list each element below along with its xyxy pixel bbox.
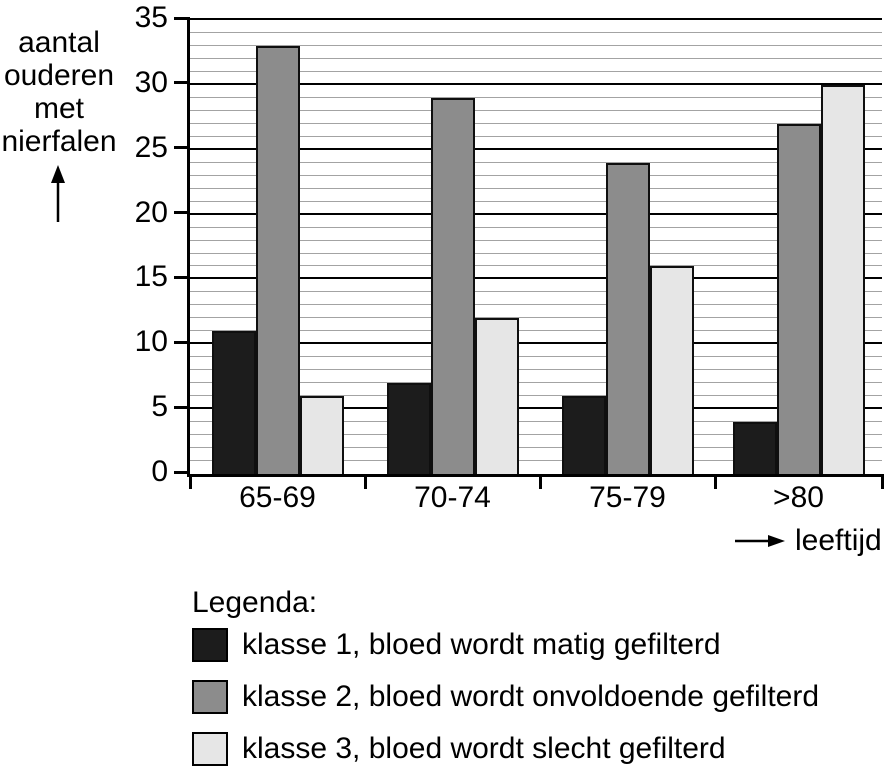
bar — [605, 162, 650, 474]
y-tick — [174, 81, 190, 85]
x-tick — [881, 474, 884, 489]
minor-gridline — [190, 369, 882, 371]
y-tick-label: 25 — [134, 130, 168, 164]
bar — [732, 422, 777, 474]
minor-gridline — [190, 330, 882, 332]
minor-gridline — [190, 421, 882, 423]
bar — [776, 123, 821, 474]
plot-area — [187, 18, 882, 477]
x-tick — [189, 474, 192, 489]
minor-gridline — [190, 291, 882, 293]
major-gridline — [190, 407, 882, 410]
x-axis-title: leeftijd — [735, 523, 882, 559]
minor-gridline — [190, 57, 882, 59]
y-tick — [174, 275, 190, 279]
minor-gridline — [190, 395, 882, 397]
major-gridline — [190, 342, 882, 345]
x-tick — [714, 474, 717, 489]
minor-gridline — [190, 460, 882, 462]
legend-item: klasse 1, bloed wordt matig gefilterd — [192, 628, 819, 662]
legend: Legenda: klasse 1, bloed wordt matig gef… — [192, 588, 819, 784]
legend-label: klasse 2, bloed wordt onvoldoende gefilt… — [242, 680, 820, 713]
y-tick — [174, 340, 190, 344]
minor-gridline — [190, 31, 882, 33]
y-tick-label: 30 — [134, 65, 168, 99]
minor-gridline — [190, 174, 882, 176]
y-tick — [174, 16, 190, 20]
minor-gridline — [190, 122, 882, 124]
x-axis-label: leeftijd — [795, 524, 882, 557]
minor-gridline — [190, 135, 882, 137]
legend-swatch — [192, 628, 228, 662]
minor-gridline — [190, 434, 882, 436]
minor-gridline — [190, 161, 882, 163]
y-axis-title-line: ouderen — [3, 59, 115, 92]
minor-gridline — [190, 317, 882, 319]
x-tick — [364, 474, 367, 489]
legend-label: klasse 1, bloed wordt matig gefilterd — [242, 628, 721, 661]
bar — [820, 84, 865, 474]
y-axis-title: aantal ouderen met nierfalen — [0, 26, 118, 158]
major-gridline — [190, 82, 882, 85]
legend-swatch — [192, 680, 228, 714]
y-tick — [174, 470, 190, 474]
y-axis-title-line: met — [33, 92, 84, 125]
minor-gridline — [190, 44, 882, 46]
minor-gridline — [190, 109, 882, 111]
minor-gridline — [190, 96, 882, 98]
bar — [386, 383, 431, 474]
bar-group — [715, 20, 882, 474]
y-tick — [174, 146, 190, 150]
y-tick-label: 5 — [151, 390, 168, 424]
major-gridline — [190, 277, 882, 280]
y-axis-title-line: nierfalen — [1, 125, 117, 158]
minor-gridline — [190, 252, 882, 254]
x-tick — [539, 474, 542, 489]
minor-gridline — [190, 70, 882, 72]
minor-gridline — [190, 304, 882, 306]
x-tick-label: >80 — [773, 481, 824, 514]
y-tick-label: 0 — [151, 455, 168, 488]
x-tick-label: 65-69 — [239, 481, 316, 514]
x-tick-label: 70-74 — [414, 481, 491, 514]
bar-group — [365, 20, 540, 474]
legend-item: klasse 3, bloed wordt slecht gefilterd — [192, 732, 819, 766]
y-axis-title-line: aantal — [18, 26, 100, 59]
major-gridline — [190, 212, 882, 215]
legend-swatch — [192, 732, 228, 766]
right-arrow-icon — [735, 535, 785, 547]
up-arrow-icon — [51, 165, 65, 222]
bar — [561, 396, 606, 474]
minor-gridline — [190, 382, 882, 384]
minor-gridline — [190, 356, 882, 358]
minor-gridline — [190, 265, 882, 267]
bar-group — [190, 20, 365, 474]
bar-group — [540, 20, 715, 474]
bar — [255, 45, 300, 474]
bar — [211, 331, 256, 474]
y-tick — [174, 405, 190, 409]
chart: aantal ouderen met nierfalen leeftijd Legen… — [0, 1, 884, 766]
legend-item: klasse 2, bloed wordt onvoldoende gefilt… — [192, 680, 819, 714]
legend-rows: klasse 1, bloed wordt matig gefilterd kla… — [192, 628, 819, 766]
legend-label: klasse 3, bloed wordt slecht gefilterd — [242, 732, 726, 765]
minor-gridline — [190, 200, 882, 202]
major-gridline — [190, 147, 882, 150]
minor-gridline — [190, 239, 882, 241]
bar — [649, 266, 694, 474]
legend-title: Legenda: — [192, 586, 318, 619]
y-tick-label: 20 — [134, 195, 168, 229]
y-tick-label: 10 — [134, 325, 168, 359]
minor-gridline — [190, 187, 882, 189]
y-tick — [174, 211, 190, 215]
y-tick-label: 35 — [134, 1, 168, 34]
x-tick-label: 75-79 — [589, 481, 666, 514]
minor-gridline — [190, 447, 882, 449]
y-tick-label: 15 — [134, 260, 168, 294]
bar — [430, 97, 475, 474]
minor-gridline — [190, 226, 882, 228]
bar — [474, 318, 519, 474]
bar — [299, 396, 344, 474]
